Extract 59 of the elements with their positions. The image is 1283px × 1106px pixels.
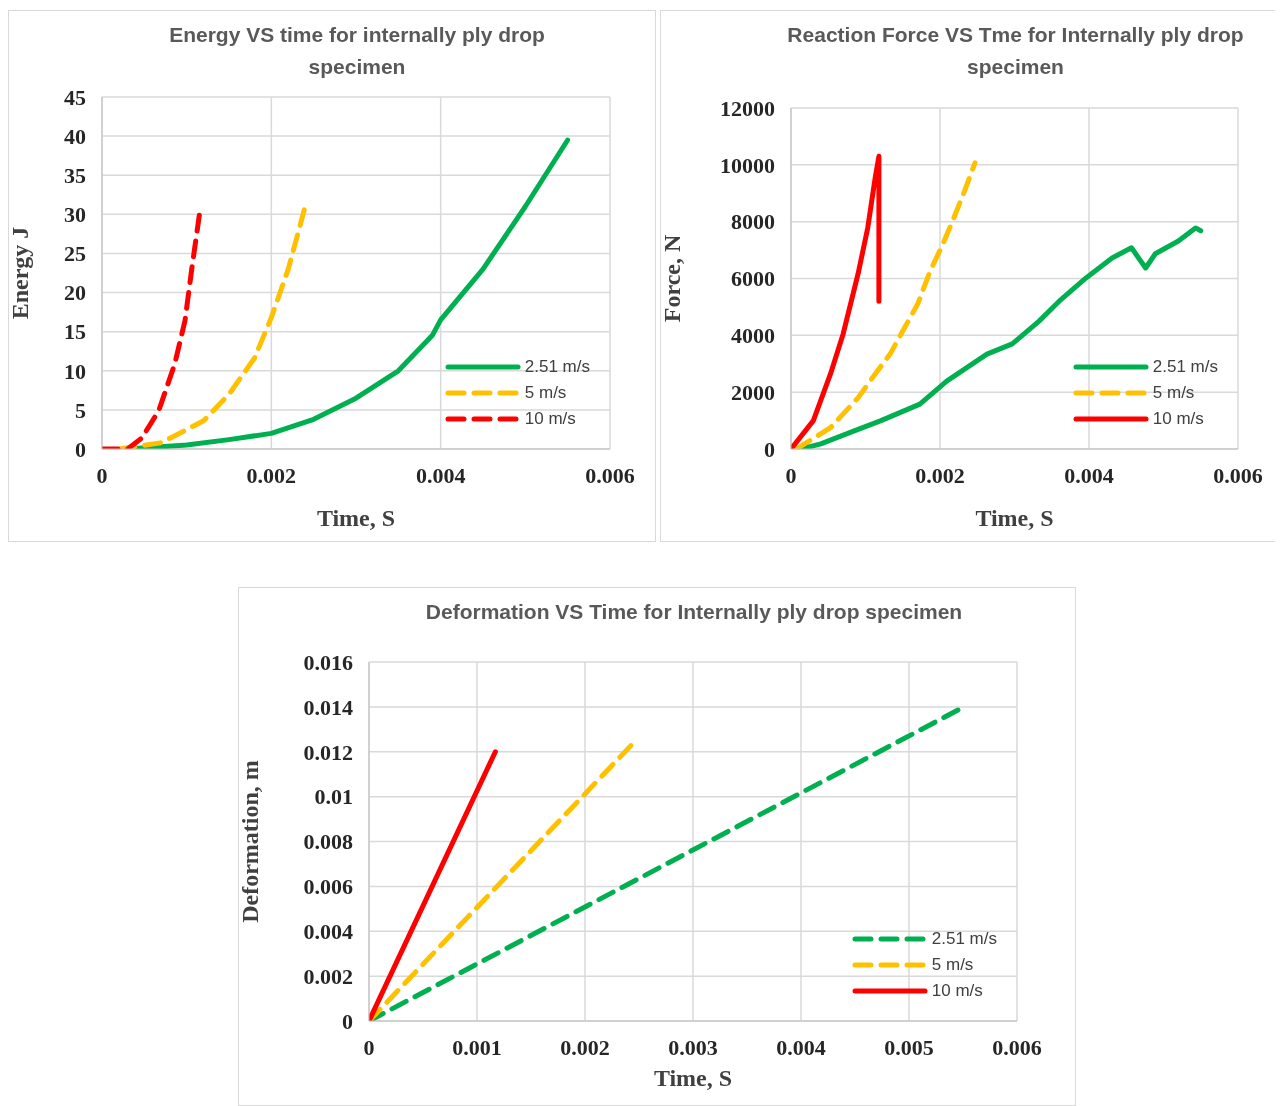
y-tick-label: 35 [64,163,86,189]
x-tick-label: 0.005 [884,1034,934,1060]
y-tick-label: 0.012 [303,739,353,765]
y-tick-label: 40 [64,123,86,149]
y-axis-title: Force, N [658,234,685,323]
legend-label: 5 m/s [524,383,567,403]
y-tick-label: 0 [764,436,775,462]
y-axis-title: Deformation, m [236,760,263,923]
x-tick-label: 0.006 [992,1034,1042,1060]
y-tick-label: 20 [64,280,86,306]
y-tick-label: 8000 [731,209,775,235]
legend-label: 2.51 m/s [1152,357,1218,377]
legend-label: 10 m/s [1152,409,1204,429]
y-tick-label: 12000 [720,95,775,121]
chart-title: Deformation VS Time for Internally ply drop specimen [424,599,964,625]
y-tick-label: 0.014 [303,694,353,720]
x-tick-label: 0.002 [560,1034,610,1060]
legend-label: 10 m/s [931,981,983,1001]
x-axis-title: Time, S [316,505,396,532]
legend-label: 5 m/s [1152,383,1195,403]
legend-label: 2.51 m/s [524,357,590,377]
y-tick-label: 15 [64,319,86,345]
x-tick-label: 0.003 [668,1034,718,1060]
y-tick-label: 0.016 [303,649,353,675]
chart-title: Reaction Force VS Tme for Internally ply drop specimen [786,22,1245,80]
y-tick-label: 0.01 [314,784,353,810]
y-tick-label: 0.002 [303,963,353,989]
y-tick-label: 2000 [731,379,775,405]
y-axis-title: Energy J [6,226,33,320]
x-axis-title: Time, S [653,1065,733,1092]
y-tick-label: 6000 [731,266,775,292]
x-tick-label: 0.002 [246,462,297,488]
legend-label: 2.51 m/s [931,929,997,949]
x-tick-label: 0.006 [1213,462,1263,488]
y-tick-label: 0 [342,1008,353,1034]
x-tick-label: 0 [96,462,108,488]
y-tick-label: 45 [64,84,86,110]
x-tick-label: 0.004 [1064,462,1114,488]
x-tick-label: 0.002 [915,462,965,488]
legend-label: 10 m/s [524,409,576,429]
y-tick-label: 0.008 [303,829,353,855]
y-tick-label: 0 [75,436,86,462]
chart-title: Energy VS time for internally ply drop specimen [168,22,546,80]
y-tick-label: 4000 [731,323,775,349]
y-tick-label: 10 [64,358,86,384]
x-tick-label: 0.004 [776,1034,826,1060]
x-tick-label: 0 [363,1034,375,1060]
x-tick-label: 0.006 [585,462,635,488]
y-tick-label: 5 [75,397,86,423]
x-axis-title: Time, S [975,505,1054,532]
y-tick-label: 30 [64,202,86,228]
y-tick-label: 25 [64,241,86,267]
x-tick-label: 0 [785,462,797,488]
legend-label: 5 m/s [931,955,974,975]
y-tick-label: 10000 [720,152,775,178]
y-tick-label: 0.006 [303,874,353,900]
y-tick-label: 0.004 [303,919,353,945]
x-tick-label: 0.001 [452,1034,502,1060]
x-tick-label: 0.004 [415,462,466,488]
